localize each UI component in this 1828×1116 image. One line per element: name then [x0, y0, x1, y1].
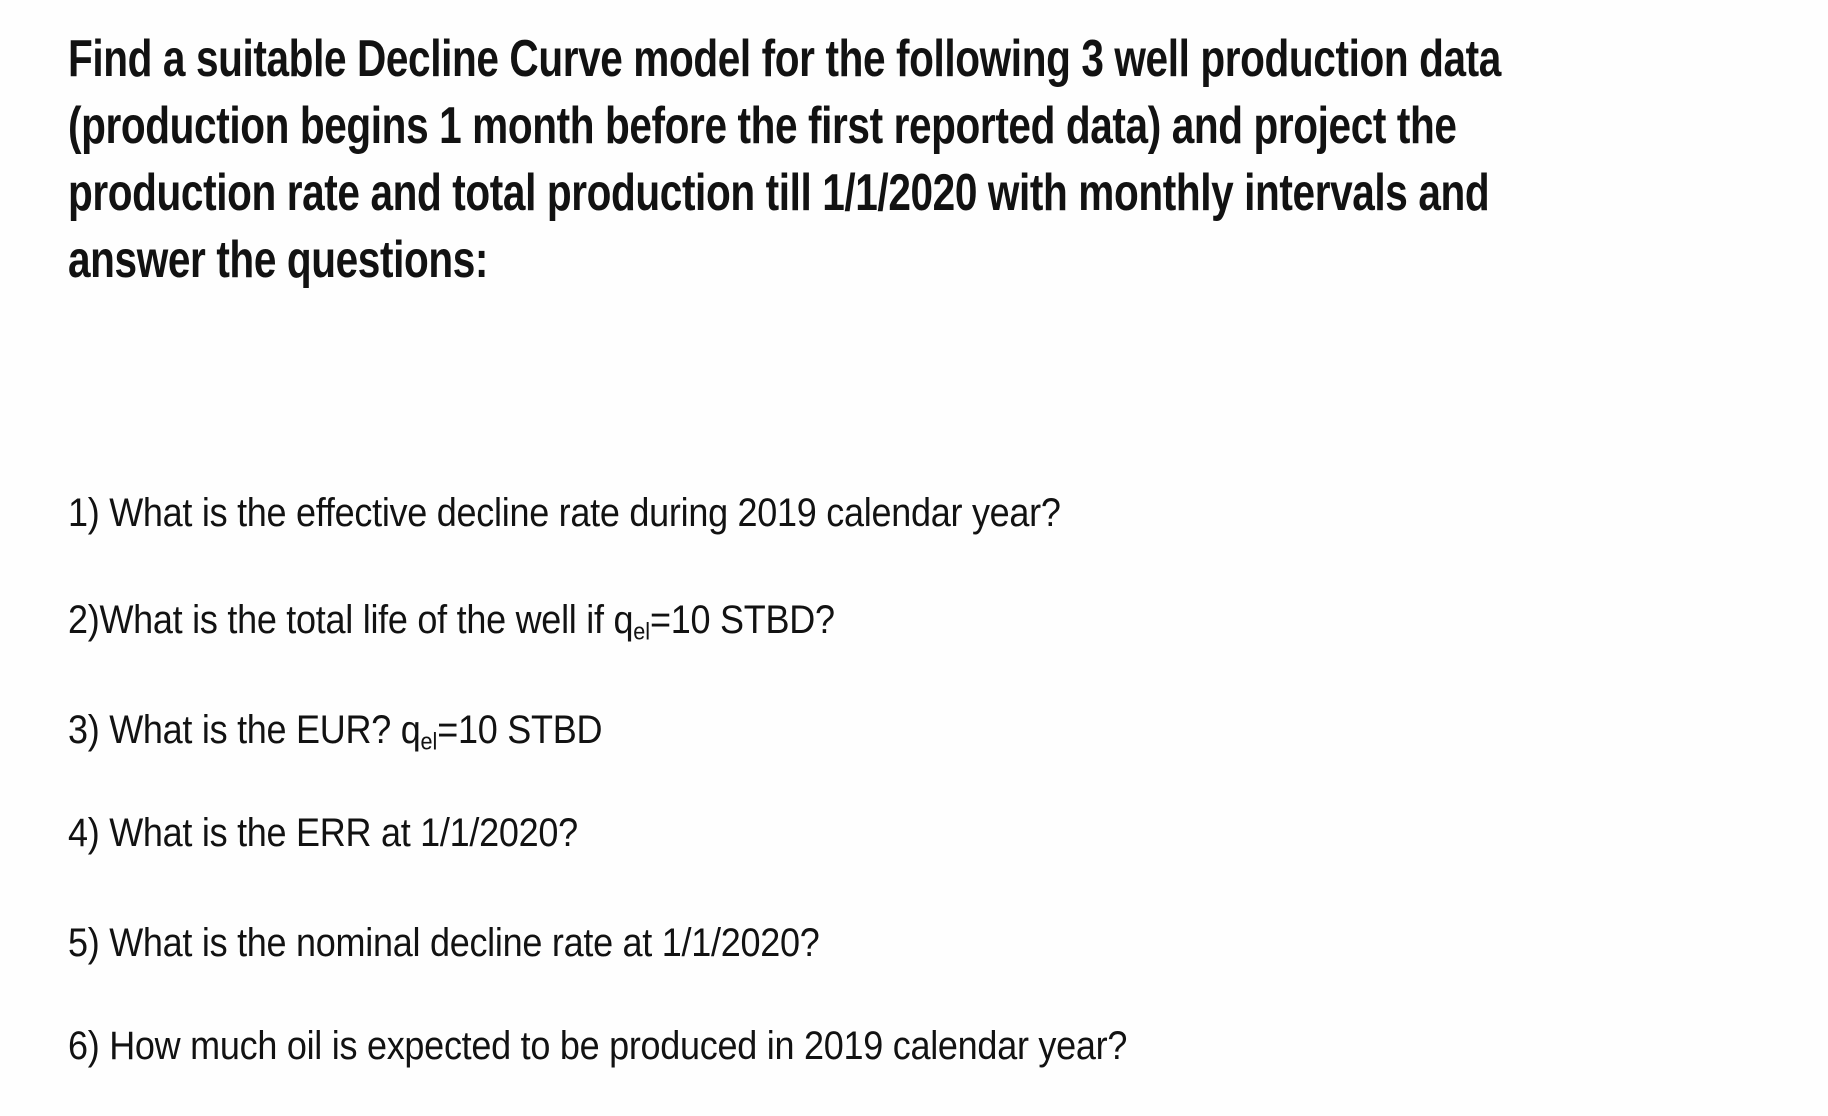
- question-3-text-after: =10 STBD: [437, 708, 603, 752]
- problem-statement-line-1: Find a suitable Decline Curve model for …: [68, 30, 1501, 88]
- question-1-text: 1) What is the effective decline rate du…: [68, 491, 1061, 535]
- problem-statement-line-3: production rate and total production til…: [68, 164, 1490, 222]
- question-2: 2)What is the total life of the well if …: [68, 594, 835, 659]
- question-3-subscript: el: [420, 728, 438, 756]
- question-4-text: 4) What is the ERR at 1/1/2020?: [68, 811, 578, 855]
- question-5-text: 5) What is the nominal decline rate at 1…: [68, 921, 820, 965]
- question-6-text: 6) How much oil is expected to be produc…: [68, 1024, 1128, 1068]
- question-3-text: 3) What is the EUR? q: [68, 708, 421, 752]
- question-6: 6) How much oil is expected to be produc…: [68, 1020, 1127, 1085]
- question-2-text: 2)What is the total life of the well if …: [68, 598, 634, 642]
- problem-statement-line-2: (production begins 1 month before the fi…: [68, 97, 1457, 155]
- question-1: 1) What is the effective decline rate du…: [68, 487, 1061, 552]
- question-5: 5) What is the nominal decline rate at 1…: [68, 917, 820, 982]
- problem-statement-line-4: answer the questions:: [68, 231, 489, 289]
- question-4: 4) What is the ERR at 1/1/2020?: [68, 807, 578, 872]
- question-2-text-after: =10 STBD?: [650, 598, 835, 642]
- question-2-subscript: el: [633, 618, 651, 646]
- question-3: 3) What is the EUR? qel=10 STBD: [68, 704, 602, 769]
- problem-statement: Find a suitable Decline Curve model for …: [68, 26, 1828, 294]
